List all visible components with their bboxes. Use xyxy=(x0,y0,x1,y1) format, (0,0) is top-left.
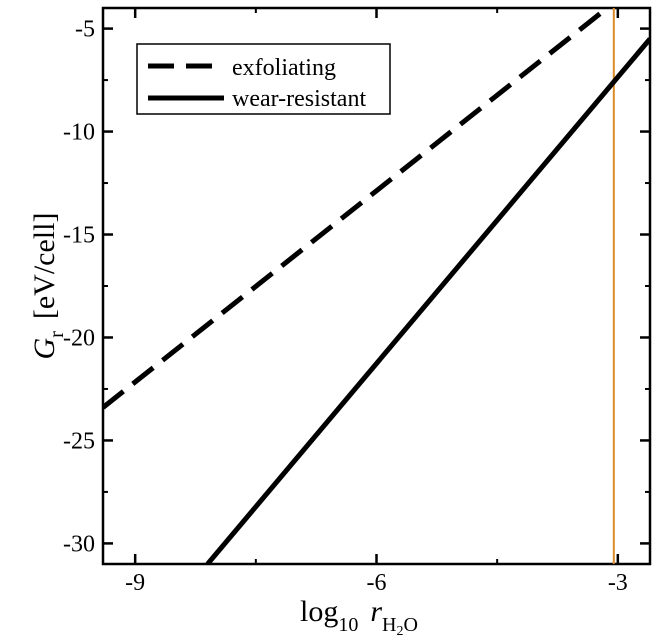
x-axis-label: log10 rH2O xyxy=(300,595,418,639)
y-label-unit: [eV/cell] xyxy=(28,213,61,320)
x-label-main: log xyxy=(300,595,338,628)
y-label-var: G xyxy=(28,337,61,359)
x-tick-label: -3 xyxy=(608,570,628,596)
legend-box xyxy=(136,43,391,115)
x-tick-label: -9 xyxy=(125,570,145,596)
y-tick-label: -20 xyxy=(63,325,95,351)
x-tick-label: -6 xyxy=(367,570,387,596)
y-label-sub: r xyxy=(46,331,68,338)
series-line-exfoliating xyxy=(103,8,612,410)
y-tick-label: -30 xyxy=(63,531,95,557)
y-tick-label: -15 xyxy=(63,223,95,249)
x-label-var-sub: H xyxy=(382,614,396,636)
legend-label-exfoliating: exfoliating xyxy=(232,55,336,81)
svg-text:Gr[eV/cell]: Gr [eV/cell] xyxy=(28,213,68,360)
x-label-var: r xyxy=(370,595,382,628)
x-label-sub: 10 xyxy=(338,614,358,636)
legend-label-wear-resistant: wear-resistant xyxy=(232,86,366,112)
data-layer xyxy=(103,8,650,564)
y-axis-label: Gr [eV/cell] xyxy=(28,213,68,360)
x-label-var-sub3: O xyxy=(403,614,417,636)
y-tick-label: -25 xyxy=(63,428,95,454)
y-tick-label: -5 xyxy=(75,17,95,43)
x-axis-ticks: -9 -6 -3 xyxy=(125,8,628,596)
x-label-var-sub2: 2 xyxy=(396,624,403,639)
legend: exfoliating wear-resistant xyxy=(136,43,391,115)
series-line-wear-resistant xyxy=(205,37,650,564)
y-axis-ticks: -5 -10 -15 -20 -25 -30 xyxy=(63,17,650,557)
y-tick-label: -10 xyxy=(63,120,95,146)
